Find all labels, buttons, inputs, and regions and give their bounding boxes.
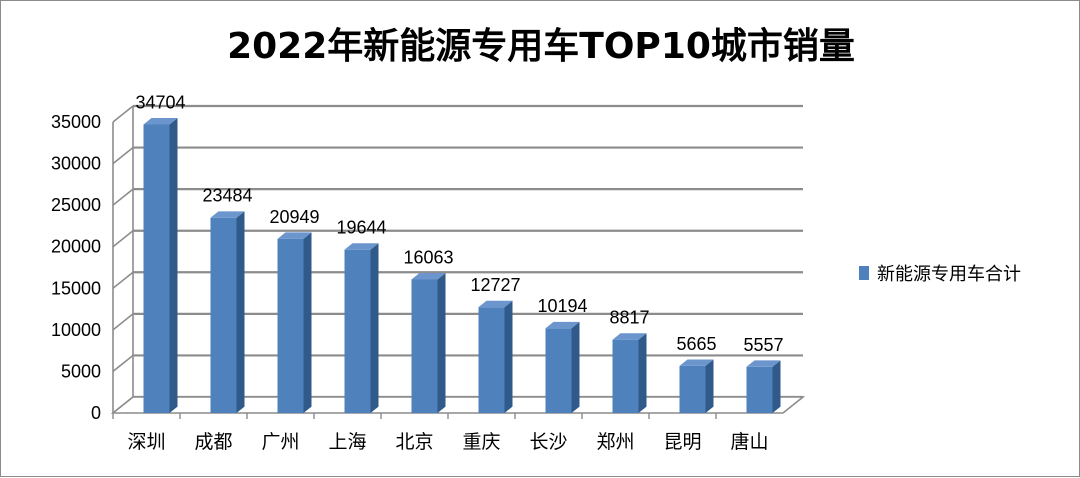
plot-area: 0 5000 10000 15000 20000 25000 30000 35000 34704… [51,92,806,453]
y-tick-label: 35000 [51,112,101,132]
bar-side [437,273,446,413]
gridline-side [112,271,134,289]
bar-side [370,243,379,413]
x-tick-label: 上海 [328,431,366,453]
x-tick-label: 昆明 [663,431,701,453]
y-tick-label: 30000 [51,154,101,174]
bar [143,124,170,413]
bar-side [705,359,714,413]
data-label: 5665 [676,334,716,354]
legend: 新能源专用车合计 [859,264,1021,285]
bar-top [612,333,647,340]
x-tick-label: 广州 [261,431,299,453]
bar [612,339,639,413]
bar [679,365,706,413]
legend-label: 新能源专用车合计 [877,264,1021,285]
bar-side [638,333,647,413]
bar [277,238,304,413]
data-label: 12727 [470,275,520,295]
bar [210,217,237,413]
gridline-side [112,313,134,331]
y-tick-label: 5000 [61,361,101,381]
data-label: 8817 [609,308,649,328]
x-tick-label: 郑州 [596,431,634,453]
bar-top [746,360,781,367]
bar-top [143,118,178,125]
gridline-side [112,146,134,165]
y-tick-label: 20000 [51,237,101,257]
bar-top [679,359,714,366]
bar-side [236,211,245,413]
gridline-side [112,188,134,206]
x-tick-label: 唐山 [730,431,768,453]
data-label: 23484 [202,186,252,206]
bar-top [478,300,513,308]
data-label: 10194 [537,296,587,316]
data-label: 5557 [743,335,783,355]
gridline-side [112,230,134,248]
bar [746,366,773,413]
data-label: 20949 [269,207,319,227]
x-tick-label: 长沙 [529,431,567,453]
x-tick-label: 深圳 [127,431,165,453]
legend-swatch [859,266,869,280]
data-label: 16063 [403,247,453,267]
y-tick-label: 15000 [51,278,101,298]
data-label: 19644 [336,218,386,238]
bar-side [169,118,178,413]
data-label: 34704 [135,92,185,112]
y-tick-label: 25000 [51,195,101,215]
bar-top [545,321,580,329]
gridline-side [112,354,134,373]
bar-top [411,273,446,280]
x-tick-label: 北京 [395,431,433,453]
bar [411,279,438,413]
chart-title: 2022年新能源专用车TOP10城市销量 [227,26,855,67]
x-tick-label: 成都 [194,431,232,453]
bar-top [344,243,379,250]
bar-side [504,300,513,413]
bar-side [772,360,781,413]
gridline-side [112,105,134,123]
x-tick-label: 重庆 [462,431,500,453]
bar-side [571,321,580,413]
y-tick-label: 10000 [51,320,101,340]
bar-top [277,232,312,239]
bar [545,328,572,413]
bar-top [210,211,245,218]
bar-side [303,232,312,413]
y-tick-label: 0 [91,403,101,423]
bar [344,249,371,413]
bar [478,307,505,413]
